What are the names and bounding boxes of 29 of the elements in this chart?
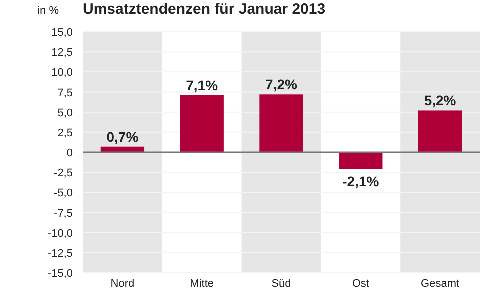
y-tick-label: -5,0: [54, 188, 73, 200]
x-tick-label: Ost: [352, 278, 370, 290]
y-tick-label: 0: [66, 148, 73, 160]
bar: [418, 110, 462, 152]
y-tick-label: 10,0: [52, 67, 73, 80]
x-tick-label: Gesamt: [421, 278, 460, 290]
y-tick-label: 15,0: [52, 27, 73, 39]
y-tick-label: -2,5: [54, 168, 73, 180]
y-tick-label: 5,0: [58, 107, 73, 120]
data-label: 5,2%: [424, 92, 457, 109]
bar: [180, 95, 224, 152]
y-tick-label: 7,5: [58, 87, 73, 100]
bar: [260, 94, 304, 152]
chart-title: Umsatztendenzen für Januar 2013: [83, 1, 326, 18]
y-tick-label: -12,5: [48, 248, 73, 260]
data-label: 7,2%: [266, 76, 298, 93]
x-tick-label: Süd: [272, 278, 292, 290]
x-tick-label: Mitte: [190, 278, 214, 290]
bar: [339, 152, 383, 170]
y-tick-label: 2,5: [58, 127, 73, 140]
y-axis-title: in %: [38, 5, 60, 17]
data-label: 7,1%: [186, 77, 219, 94]
y-tick-label: 12,5: [52, 47, 73, 60]
x-tick-label: Nord: [110, 278, 135, 290]
data-label: -2,1%: [342, 173, 380, 190]
y-tick-label: -7,5: [54, 208, 73, 220]
data-label: 0,7%: [106, 128, 140, 145]
y-tick-label: -10,0: [48, 228, 73, 240]
y-tick-label: -15,0: [48, 268, 73, 280]
